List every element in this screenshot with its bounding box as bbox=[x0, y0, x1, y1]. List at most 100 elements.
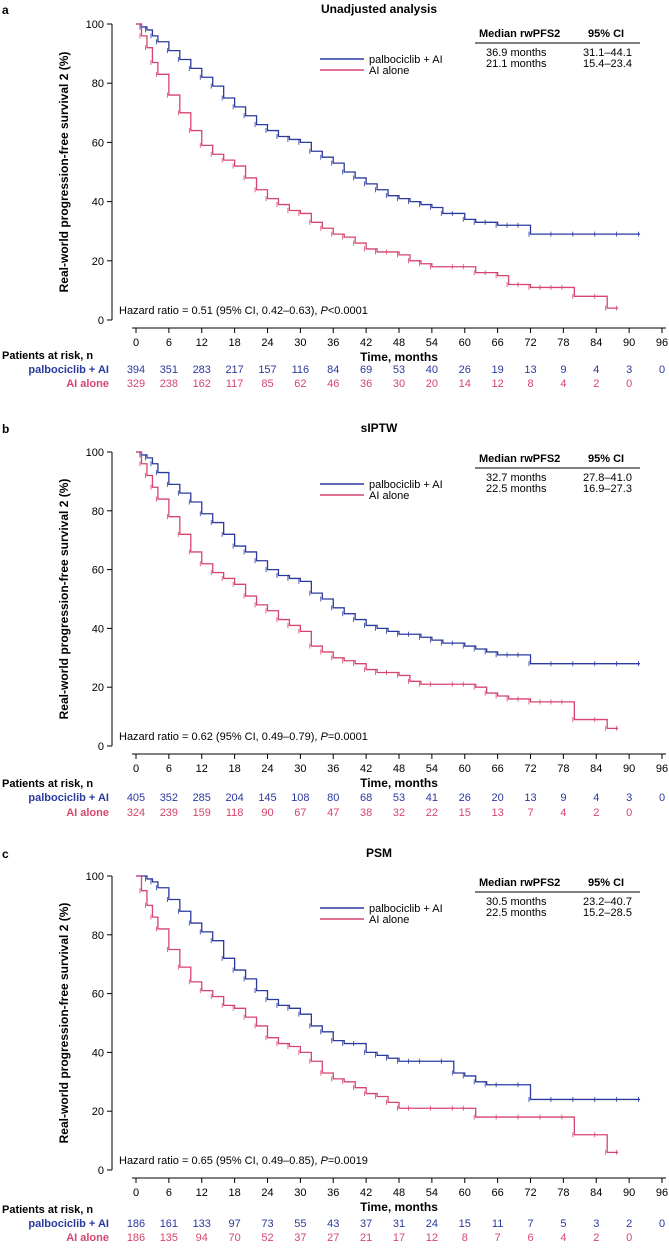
risk-row-label: AI alone bbox=[66, 378, 109, 390]
km-curve-ai-alone bbox=[136, 875, 619, 1154]
x-tick-label: 48 bbox=[393, 337, 405, 349]
x-tick-label: 60 bbox=[459, 337, 471, 349]
y-tick-label: 60 bbox=[92, 989, 104, 1001]
x-tick-label: 66 bbox=[492, 763, 504, 775]
table-header-median: Median rwPFS2 bbox=[479, 877, 560, 889]
risk-count: 351 bbox=[160, 364, 178, 376]
risk-count: 2 bbox=[593, 807, 599, 819]
chart-title: sIPTW bbox=[361, 421, 398, 435]
risk-count: 26 bbox=[459, 792, 471, 804]
risk-count: 37 bbox=[294, 1232, 306, 1244]
risk-row-label: palbociclib + AI bbox=[28, 1218, 109, 1230]
x-tick-label: 96 bbox=[656, 763, 668, 775]
panel-letter: c bbox=[2, 847, 9, 861]
y-tick-label: 80 bbox=[92, 506, 104, 518]
risk-count: 8 bbox=[527, 378, 533, 390]
x-axis-label: Time, months bbox=[360, 1200, 438, 1214]
risk-count: 204 bbox=[225, 792, 243, 804]
risk-count: 14 bbox=[459, 378, 471, 390]
y-tick-label: 40 bbox=[92, 197, 104, 209]
risk-count: 118 bbox=[226, 807, 244, 819]
risk-row-label: AI alone bbox=[66, 807, 109, 819]
y-tick-label: 100 bbox=[86, 447, 104, 459]
panel-letter: b bbox=[2, 422, 9, 436]
risk-count: 9 bbox=[560, 364, 566, 376]
risk-count: 43 bbox=[327, 1218, 339, 1230]
x-tick-label: 54 bbox=[426, 1187, 438, 1199]
risk-count: 162 bbox=[193, 378, 211, 390]
y-axis-label: Real-world progression-free survival 2 (… bbox=[57, 903, 71, 1144]
x-tick-label: 78 bbox=[557, 763, 569, 775]
x-tick-label: 60 bbox=[459, 1187, 471, 1199]
y-tick-label: 80 bbox=[92, 930, 104, 942]
risk-table-header: Patients at risk, n bbox=[2, 1204, 93, 1216]
risk-count: 73 bbox=[261, 1218, 273, 1230]
risk-count: 7 bbox=[527, 1218, 533, 1230]
risk-count: 20 bbox=[492, 792, 504, 804]
risk-count: 4 bbox=[560, 378, 566, 390]
risk-count: 94 bbox=[196, 1232, 208, 1244]
x-tick-label: 0 bbox=[133, 337, 139, 349]
x-axis-label: Time, months bbox=[360, 350, 438, 364]
risk-count: 15 bbox=[459, 1218, 471, 1230]
risk-count: 394 bbox=[127, 364, 145, 376]
risk-count: 41 bbox=[426, 792, 438, 804]
legend-label: palbociclib + AI bbox=[369, 903, 443, 915]
x-tick-label: 72 bbox=[524, 763, 536, 775]
risk-count: 4 bbox=[560, 807, 566, 819]
y-axis-label: Real-world progression-free survival 2 (… bbox=[57, 479, 71, 720]
risk-count: 12 bbox=[426, 1232, 438, 1244]
km-curve-ai-alone bbox=[136, 23, 619, 309]
y-tick-label: 0 bbox=[98, 741, 104, 753]
table-median-value: 30.5 months bbox=[486, 896, 547, 908]
x-tick-label: 90 bbox=[623, 337, 635, 349]
risk-count: 4 bbox=[593, 792, 599, 804]
risk-count: 17 bbox=[393, 1232, 405, 1244]
x-tick-label: 6 bbox=[166, 337, 172, 349]
y-tick-label: 100 bbox=[86, 871, 104, 883]
panel-letter: a bbox=[2, 3, 9, 17]
x-tick-label: 36 bbox=[327, 763, 339, 775]
y-tick-label: 60 bbox=[92, 565, 104, 577]
risk-count: 31 bbox=[393, 1218, 405, 1230]
risk-count: 53 bbox=[393, 792, 405, 804]
risk-count: 68 bbox=[360, 792, 372, 804]
x-tick-label: 18 bbox=[229, 337, 241, 349]
table-ci-value: 27.8–41.0 bbox=[583, 472, 632, 484]
table-median-value: 32.7 months bbox=[486, 472, 547, 484]
risk-count: 239 bbox=[160, 807, 178, 819]
risk-count: 11 bbox=[492, 1218, 503, 1230]
risk-count: 19 bbox=[492, 364, 504, 376]
table-header-median: Median rwPFS2 bbox=[479, 28, 560, 40]
table-ci-value: 16.9–27.3 bbox=[583, 483, 632, 495]
x-tick-label: 0 bbox=[133, 763, 139, 775]
risk-count: 30 bbox=[393, 378, 405, 390]
risk-count: 67 bbox=[294, 807, 306, 819]
x-tick-label: 78 bbox=[557, 337, 569, 349]
y-axis-label: Real-world progression-free survival 2 (… bbox=[57, 52, 71, 293]
y-tick-label: 40 bbox=[92, 1047, 104, 1059]
y-tick-label: 80 bbox=[92, 78, 104, 90]
risk-count: 0 bbox=[659, 364, 665, 376]
chart-title: Unadjusted analysis bbox=[321, 2, 437, 16]
table-header-median: Median rwPFS2 bbox=[479, 453, 560, 465]
risk-count: 133 bbox=[193, 1218, 211, 1230]
y-tick-label: 20 bbox=[92, 682, 104, 694]
risk-count: 20 bbox=[426, 378, 438, 390]
x-tick-label: 54 bbox=[426, 763, 438, 775]
risk-count: 7 bbox=[495, 1232, 501, 1244]
risk-count: 21 bbox=[360, 1232, 372, 1244]
risk-count: 53 bbox=[393, 364, 405, 376]
x-tick-label: 42 bbox=[360, 1187, 372, 1199]
risk-count: 3 bbox=[626, 792, 632, 804]
risk-count: 145 bbox=[258, 792, 276, 804]
x-tick-label: 66 bbox=[492, 1187, 504, 1199]
x-tick-label: 90 bbox=[623, 763, 635, 775]
x-tick-label: 18 bbox=[229, 1187, 241, 1199]
x-tick-label: 36 bbox=[327, 1187, 339, 1199]
risk-count: 37 bbox=[360, 1218, 372, 1230]
x-axis-label: Time, months bbox=[360, 776, 438, 790]
risk-count: 186 bbox=[127, 1218, 145, 1230]
table-ci-value: 23.2–40.7 bbox=[583, 896, 632, 908]
